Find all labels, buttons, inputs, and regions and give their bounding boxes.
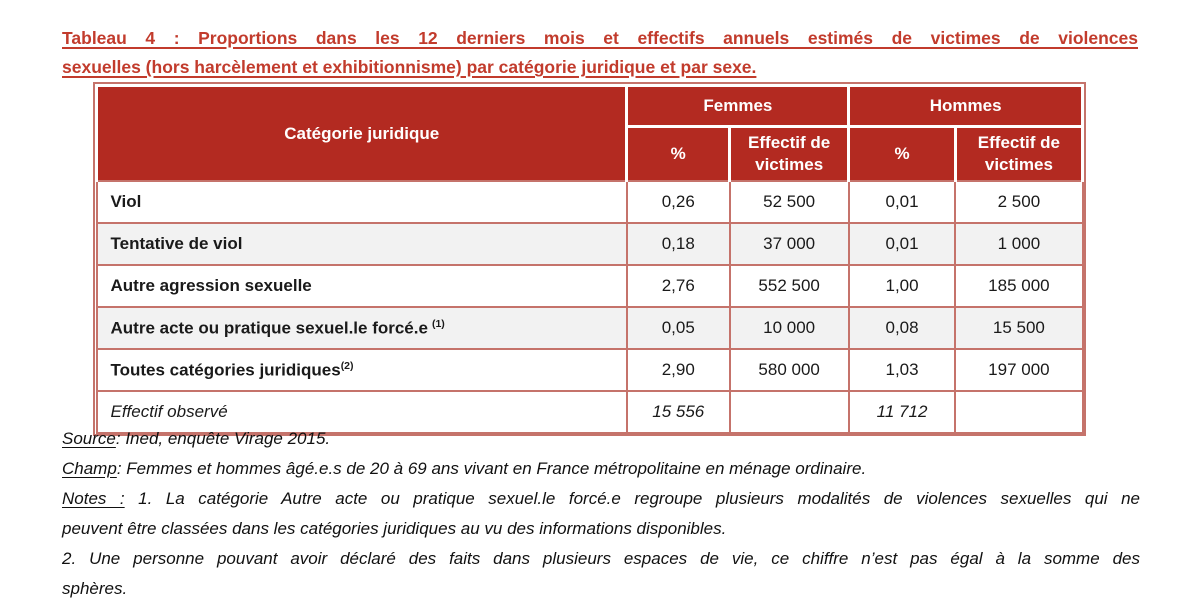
column-header-hommes-effectif: Effectif de victimes [953, 125, 1085, 182]
table-row-effectif-observe: Effectif observé 15 556 11 712 [95, 390, 1084, 434]
cell-femmes-pct: 15 556 [625, 390, 731, 434]
note2-text-2: sphères. [62, 579, 128, 598]
row-label-text: Viol [110, 192, 142, 211]
source-note: Source: Ined, enquête Virage 2015. [62, 424, 1140, 454]
table-row-tentative-de-viol: Tentative de viol 0,18 37 000 0,01 1 000 [95, 222, 1084, 266]
row-label: Toutes catégories juridiques(2) [95, 348, 628, 392]
row-label: Autre agression sexuelle [95, 264, 628, 308]
row-label: Autre acte ou pratique sexuel.le forcé.e… [95, 306, 628, 350]
table-header-row-groups: Catégorie juridique Femmes Hommes [94, 84, 1084, 182]
cell-femmes-effectif: 37 000 [728, 222, 850, 266]
note2-line-1: 2. Une personne pouvant avoir déclaré de… [62, 544, 1140, 574]
cell-femmes-pct: 0,18 [625, 222, 731, 266]
cell-hommes-pct: 0,01 [847, 222, 957, 266]
table-row-autre-acte-force: Autre acte ou pratique sexuel.le forcé.e… [95, 306, 1084, 350]
notes-line-2: peuvent être classées dans les catégorie… [62, 514, 1140, 544]
cell-hommes-effectif: 185 000 [954, 264, 1084, 308]
title-line-1: Tableau 4 : Proportions dans les 12 dern… [62, 28, 1138, 48]
table-row-viol: Viol 0,26 52 500 0,01 2 500 [95, 180, 1084, 224]
notes-line-1: Notes : 1. La catégorie Autre acte ou pr… [62, 484, 1140, 514]
row-label-text: Effectif observé [110, 402, 228, 421]
column-header-categorie-juridique: Catégorie juridique [94, 84, 629, 182]
cell-hommes-pct: 0,08 [847, 306, 957, 350]
notes-text-2: peuvent être classées dans les catégorie… [62, 519, 727, 538]
cell-femmes-pct: 2,76 [625, 264, 731, 308]
source-text: : Ined, enquête Virage 2015. [115, 429, 331, 448]
cell-femmes-effectif: 552 500 [728, 264, 850, 308]
column-header-femmes-effectif: Effectif de victimes [727, 125, 851, 182]
note2-line-2: sphères. [62, 574, 1140, 604]
champ-label: Champ [62, 459, 117, 478]
table-row-toutes-categories: Toutes catégories juridiques(2) 2,90 580… [95, 348, 1084, 392]
title-line-2: sexuelles (hors harcèlement et exhibitio… [62, 57, 757, 77]
row-label-text: Autre acte ou pratique sexuel.le forcé.e [110, 318, 428, 338]
cell-femmes-pct: 0,05 [625, 306, 731, 350]
cell-hommes-effectif: 15 500 [954, 306, 1084, 350]
row-label: Tentative de viol [95, 222, 628, 266]
cell-femmes-effectif: 10 000 [728, 306, 850, 350]
cell-femmes-pct: 0,26 [625, 180, 731, 224]
statistics-table: Catégorie juridique Femmes Hommes % Effe… [93, 82, 1086, 436]
notes-text-1: 1. La catégorie Autre acte ou pratique s… [124, 489, 1141, 508]
table-row-autre-agression-sexuelle: Autre agression sexuelle 2,76 552 500 1,… [95, 264, 1084, 308]
source-label: Source [62, 429, 116, 448]
row-label: Viol [95, 180, 628, 224]
group-header-hommes: Hommes [847, 84, 1084, 128]
cell-hommes-pct: 1,00 [847, 264, 957, 308]
note2-text-1: 2. Une personne pouvant avoir déclaré de… [62, 549, 1140, 568]
footnote-marker-2: (2) [340, 359, 354, 372]
row-label: Effectif observé [95, 390, 628, 434]
row-label-text: Toutes catégories juridiques [110, 360, 341, 380]
footnote-marker-1: (1) [431, 317, 445, 330]
table-footnotes: Source: Ined, enquête Virage 2015. Champ… [62, 424, 1140, 604]
column-header-hommes-pct: % [847, 125, 957, 182]
cell-femmes-pct: 2,90 [625, 348, 731, 392]
cell-hommes-effectif: 1 000 [954, 222, 1084, 266]
column-header-femmes-pct: % [625, 125, 731, 182]
cell-hommes-pct: 11 712 [847, 390, 957, 434]
champ-note: Champ: Femmes et hommes âgé.e.s de 20 à … [62, 454, 1140, 484]
cell-hommes-pct: 1,03 [847, 348, 957, 392]
notes-label: Notes : [62, 489, 125, 508]
table-header-row-sub: % Effectif de victimes % Effectif de vic… [97, 125, 1085, 182]
row-label-text: Autre agression sexuelle [110, 276, 312, 295]
cell-femmes-effectif: 52 500 [728, 180, 850, 224]
cell-hommes-pct: 0,01 [847, 180, 957, 224]
cell-hommes-effectif: 2 500 [954, 180, 1084, 224]
table-title: Tableau 4 : Proportions dans les 12 dern… [62, 24, 1138, 82]
cell-hommes-effectif: 197 000 [954, 348, 1084, 392]
cell-femmes-effectif: 580 000 [728, 348, 850, 392]
cell-hommes-effectif [954, 390, 1084, 434]
champ-text: : Femmes et hommes âgé.e.s de 20 à 69 an… [116, 459, 867, 478]
row-label-text: Tentative de viol [110, 234, 243, 253]
group-header-femmes: Femmes [625, 84, 851, 128]
cell-femmes-effectif [728, 390, 850, 434]
